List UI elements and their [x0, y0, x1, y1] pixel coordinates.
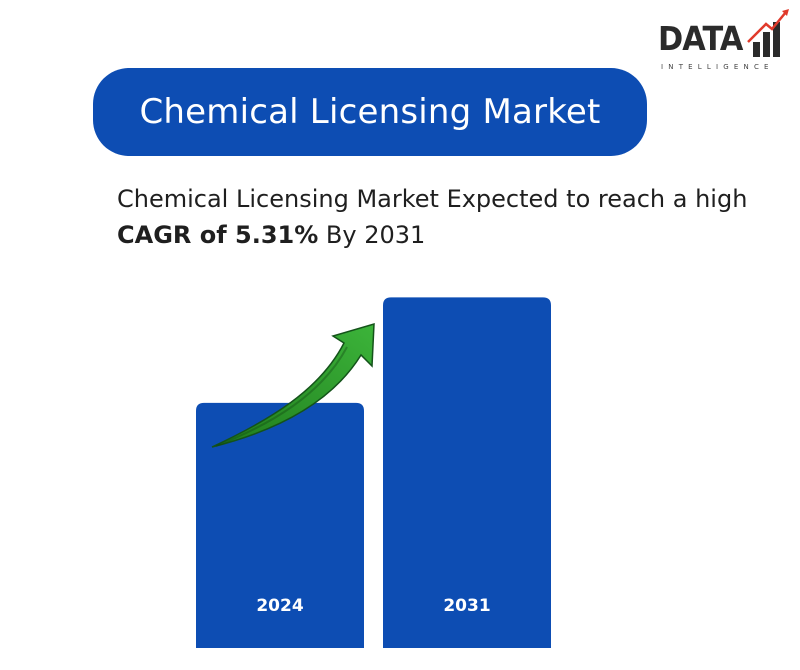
data-intelligence-logo: DATA INTELLIGENCE [658, 8, 790, 74]
growth-arrow-icon [211, 322, 375, 448]
bar-2031 [383, 297, 551, 648]
subtitle-cagr: CAGR of 5.31% [117, 221, 319, 249]
subtitle-suffix: By 2031 [318, 221, 426, 249]
bar-label-2031: 2031 [443, 596, 490, 616]
subtitle: Chemical Licensing Market Expected to re… [117, 181, 777, 253]
subtitle-prefix: Chemical Licensing Market Expected to re… [117, 185, 748, 213]
bar-2024 [196, 402, 364, 648]
page-title: Chemical Licensing Market [139, 92, 601, 132]
logo-subtext: INTELLIGENCE [661, 63, 774, 71]
title-banner: Chemical Licensing Market [93, 68, 647, 156]
logo-word: DATA [658, 19, 743, 58]
bar-label-2024: 2024 [256, 596, 303, 616]
logo-bars-icon [747, 9, 789, 57]
